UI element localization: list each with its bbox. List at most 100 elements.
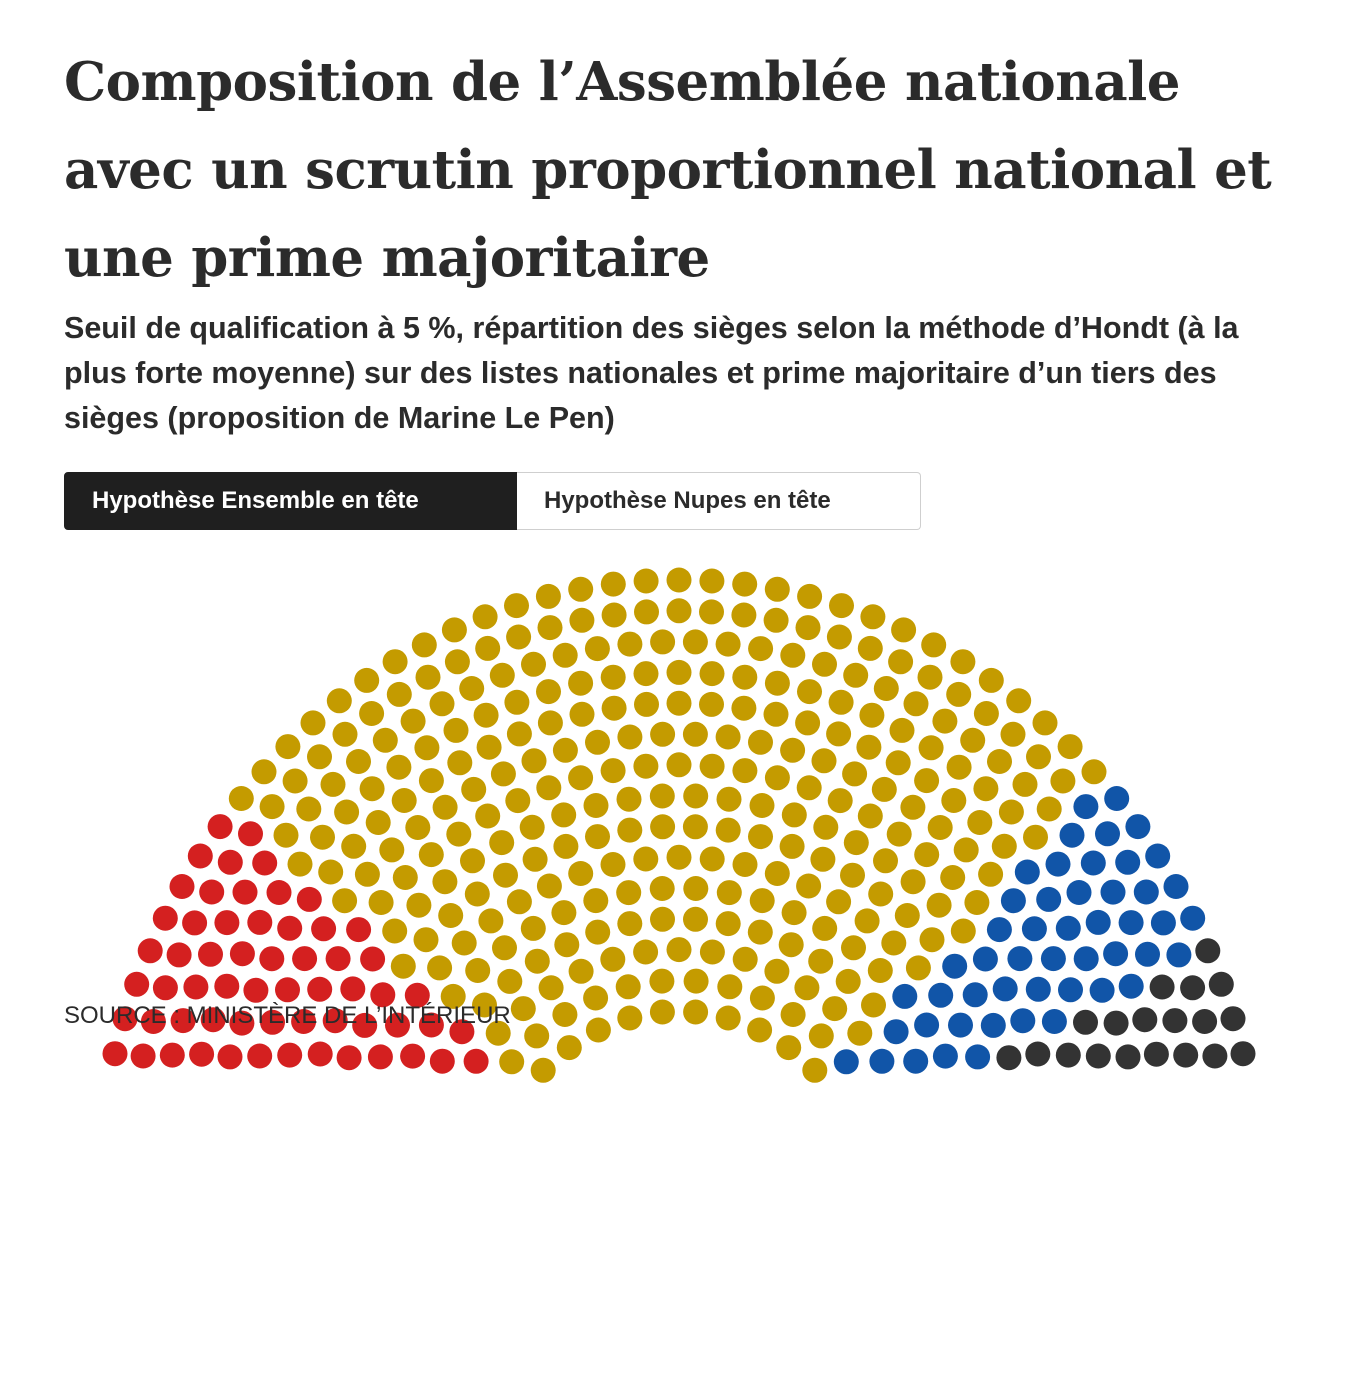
seat-dot (600, 571, 626, 597)
seat-dot (326, 688, 352, 714)
seat-dot (600, 852, 626, 877)
seat-dot (473, 702, 499, 728)
seat-dot (1023, 824, 1048, 850)
seat-dot (900, 869, 926, 895)
seat-dot (307, 976, 333, 1002)
seat-dot (568, 670, 594, 696)
seat-dot (552, 737, 578, 763)
seat-dot (869, 1048, 895, 1074)
seat-dot (405, 815, 431, 840)
seat-dot (732, 758, 758, 784)
seat-dot (888, 649, 914, 675)
seat-dot (871, 776, 897, 802)
seat-dot (615, 974, 641, 1000)
seat-dot (291, 1009, 317, 1034)
seat-dot (400, 1043, 426, 1069)
seat-dot (780, 1002, 806, 1027)
seat-dot (411, 632, 437, 658)
seat-dot (854, 908, 880, 934)
seat-dot (1025, 1041, 1051, 1067)
seat-dot (478, 908, 504, 934)
seat-dot (251, 759, 277, 785)
seat-dot (617, 631, 643, 657)
seat-dot (152, 905, 178, 931)
seat-dot (1192, 1009, 1218, 1034)
seat-dot (1059, 822, 1085, 848)
seat-dot (903, 1048, 929, 1074)
seat-dot (432, 869, 458, 895)
seat-dot (600, 664, 626, 690)
seat-dot (633, 939, 659, 965)
seat-dot (382, 918, 408, 944)
seat-dot (987, 749, 1012, 774)
seat-dot (867, 958, 893, 983)
seat-dot (537, 710, 563, 736)
seat-dot (569, 607, 595, 633)
seat-dot (352, 1012, 378, 1038)
seat-dot (537, 615, 563, 641)
seat-dot (812, 651, 837, 677)
seat-dot (485, 1020, 511, 1046)
seat-dot (475, 803, 501, 829)
seat-dot (919, 927, 945, 953)
seat-dot (796, 775, 822, 801)
seat-dot (552, 1002, 578, 1027)
seat-dot (600, 946, 626, 972)
seat-dot (475, 635, 501, 661)
seat-dot (748, 729, 773, 755)
seat-dot (553, 833, 579, 859)
seat-dot (918, 735, 944, 761)
seat-dot (808, 1023, 834, 1049)
seat-dot (617, 817, 643, 843)
seat-dot (427, 955, 453, 981)
seat-dot (400, 708, 426, 734)
seat-dot (214, 910, 240, 936)
seat-dot (1041, 1009, 1067, 1034)
seat-dot (860, 604, 886, 630)
seat-dot (796, 873, 822, 899)
seat-dot (504, 593, 529, 619)
seat-dot (1143, 1041, 1169, 1067)
seat-dot (217, 849, 243, 875)
seat-dot (716, 786, 742, 812)
tab-nupes[interactable]: Hypothèse Nupes en tête (517, 472, 921, 530)
seat-dot (519, 814, 545, 840)
seat-dot (717, 974, 743, 1000)
seat-dot (307, 744, 332, 770)
seat-dot (847, 1020, 873, 1046)
seat-dot (900, 794, 926, 820)
seat-dot (504, 689, 530, 715)
seat-dot (1125, 814, 1151, 840)
seat-dot (1145, 843, 1171, 869)
seat-dot (137, 938, 163, 964)
seat-dot (583, 985, 609, 1011)
seat-dot (666, 937, 692, 963)
seat-dot (732, 571, 758, 597)
seat-dot (857, 635, 883, 661)
seat-dot (1000, 888, 1026, 914)
seat-dot (463, 1048, 489, 1074)
seat-dot (320, 771, 346, 797)
seat-dot (296, 796, 322, 822)
chart-title: Composition de l’Assemblée nationale ave… (64, 51, 1272, 289)
seat-dot (1103, 1010, 1129, 1036)
tab-ensemble[interactable]: Hypothèse Ensemble en tête (64, 472, 517, 530)
seat-dot (715, 817, 741, 843)
seat-dot (682, 629, 708, 655)
seat-dot (386, 681, 412, 707)
seat-dot (390, 953, 416, 979)
seat-dot (747, 1017, 773, 1043)
seat-dot (169, 874, 195, 899)
seat-dot (124, 971, 150, 997)
seat-dot (894, 903, 920, 928)
seat-dot (551, 802, 577, 828)
seat-dot (1055, 1042, 1081, 1068)
seat-dot (873, 676, 899, 701)
seat-dot (535, 583, 561, 609)
seat-dot (833, 1049, 859, 1075)
seat-dot (932, 708, 958, 734)
seat-dot (682, 721, 708, 747)
seat-dot (1208, 971, 1234, 997)
seat-dot (634, 599, 659, 625)
seat-dot (585, 919, 611, 945)
